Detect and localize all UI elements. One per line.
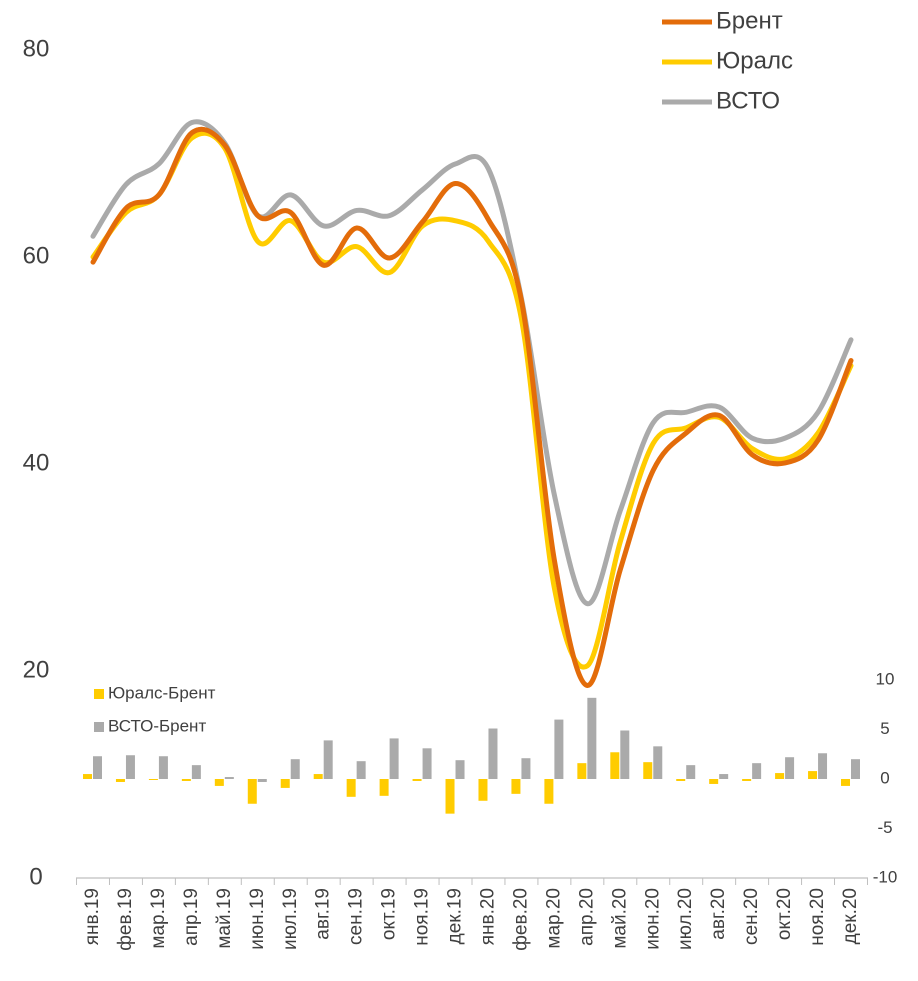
x-tick-label: фев.20 xyxy=(510,888,531,951)
x-tick-label: сен.19 xyxy=(346,888,367,945)
x-tick-label: окт.19 xyxy=(379,888,400,940)
bar xyxy=(521,758,531,779)
x-tick-label: апр.20 xyxy=(576,888,597,946)
x-tick-label: ноя.19 xyxy=(412,888,433,946)
bar xyxy=(752,763,762,779)
bar xyxy=(676,779,686,781)
bar xyxy=(620,730,630,779)
y2-tick-label: -5 xyxy=(877,818,892,837)
bar xyxy=(247,779,257,804)
x-tick-label: сен.20 xyxy=(741,888,762,945)
bar xyxy=(851,759,860,779)
y-tick-label: 80 xyxy=(23,35,50,62)
bar xyxy=(125,755,135,779)
x-tick-label: июл.20 xyxy=(675,888,696,950)
bar xyxy=(379,779,389,796)
bar xyxy=(478,779,488,801)
bar xyxy=(191,765,201,779)
bar xyxy=(709,779,719,784)
bar xyxy=(181,779,191,781)
x-tick-label: апр.19 xyxy=(181,888,202,946)
y-tick-label: 0 xyxy=(29,863,42,890)
x-tick-label: июн.19 xyxy=(247,888,268,950)
bar xyxy=(554,719,564,779)
bar xyxy=(818,753,828,779)
bar xyxy=(422,748,432,779)
legend-swatch xyxy=(94,722,104,732)
bar xyxy=(290,759,300,779)
bar xyxy=(280,779,290,788)
bar xyxy=(356,761,366,779)
x-tick-label: авг.19 xyxy=(313,888,334,940)
x-tick-label: окт.20 xyxy=(774,888,795,940)
bar xyxy=(83,774,92,779)
bar xyxy=(158,756,168,779)
bar xyxy=(257,779,267,782)
x-tick-label: мар.20 xyxy=(543,888,564,949)
x-tick-label: ноя.20 xyxy=(807,888,828,946)
x-tick-label: янв.19 xyxy=(82,888,103,945)
bar xyxy=(808,771,818,779)
x-tick-label: авг.20 xyxy=(708,888,729,940)
bar xyxy=(544,779,554,804)
y-tick-label: 60 xyxy=(23,242,50,269)
y2-tick-label: -10 xyxy=(873,867,898,886)
y2-tick-label: 5 xyxy=(880,719,889,738)
line xyxy=(90,126,854,688)
bar xyxy=(93,756,102,779)
legend-label: ВСТО xyxy=(716,87,780,114)
bar xyxy=(323,740,333,779)
bar xyxy=(775,773,785,779)
bar xyxy=(577,763,587,779)
x-tick-label: фев.19 xyxy=(115,888,136,951)
bar xyxy=(587,697,597,779)
bar xyxy=(610,752,620,779)
bar xyxy=(346,779,356,797)
y-tick-label: 40 xyxy=(23,449,50,476)
bar xyxy=(389,738,399,779)
bar xyxy=(653,746,663,779)
bar xyxy=(115,779,125,782)
bar xyxy=(785,757,795,779)
y2-tick-label: 0 xyxy=(880,768,889,787)
bar xyxy=(313,774,323,779)
bar xyxy=(214,779,224,786)
x-tick-label: июн.20 xyxy=(642,888,663,950)
bar xyxy=(742,779,752,781)
legend-label: Юралс xyxy=(716,47,793,74)
y-tick-label: 20 xyxy=(23,656,50,683)
legend-label: Брент xyxy=(716,7,783,34)
bar xyxy=(719,774,729,779)
bar xyxy=(511,779,521,794)
bar xyxy=(412,779,422,781)
legend-swatch xyxy=(94,689,104,699)
bar xyxy=(488,728,498,779)
bar xyxy=(224,777,234,779)
x-tick-label: дек.20 xyxy=(840,888,861,944)
x-tick-label: май.20 xyxy=(609,888,630,949)
x-tick-label: мар.19 xyxy=(148,888,169,949)
legend-label: Юралс-Брент xyxy=(108,683,216,702)
bar xyxy=(686,765,696,779)
bar xyxy=(455,760,465,779)
legend-label: ВСТО-Брент xyxy=(108,716,206,735)
bar xyxy=(445,779,455,814)
bar xyxy=(643,762,653,779)
bar xyxy=(148,779,158,780)
x-tick-label: дек.19 xyxy=(445,888,466,944)
line xyxy=(90,130,854,670)
x-tick-label: май.19 xyxy=(214,888,235,949)
x-tick-label: янв.20 xyxy=(477,888,498,945)
y2-tick-label: 10 xyxy=(876,669,895,688)
x-tick-label: июл.19 xyxy=(280,888,301,950)
bar xyxy=(841,779,850,786)
